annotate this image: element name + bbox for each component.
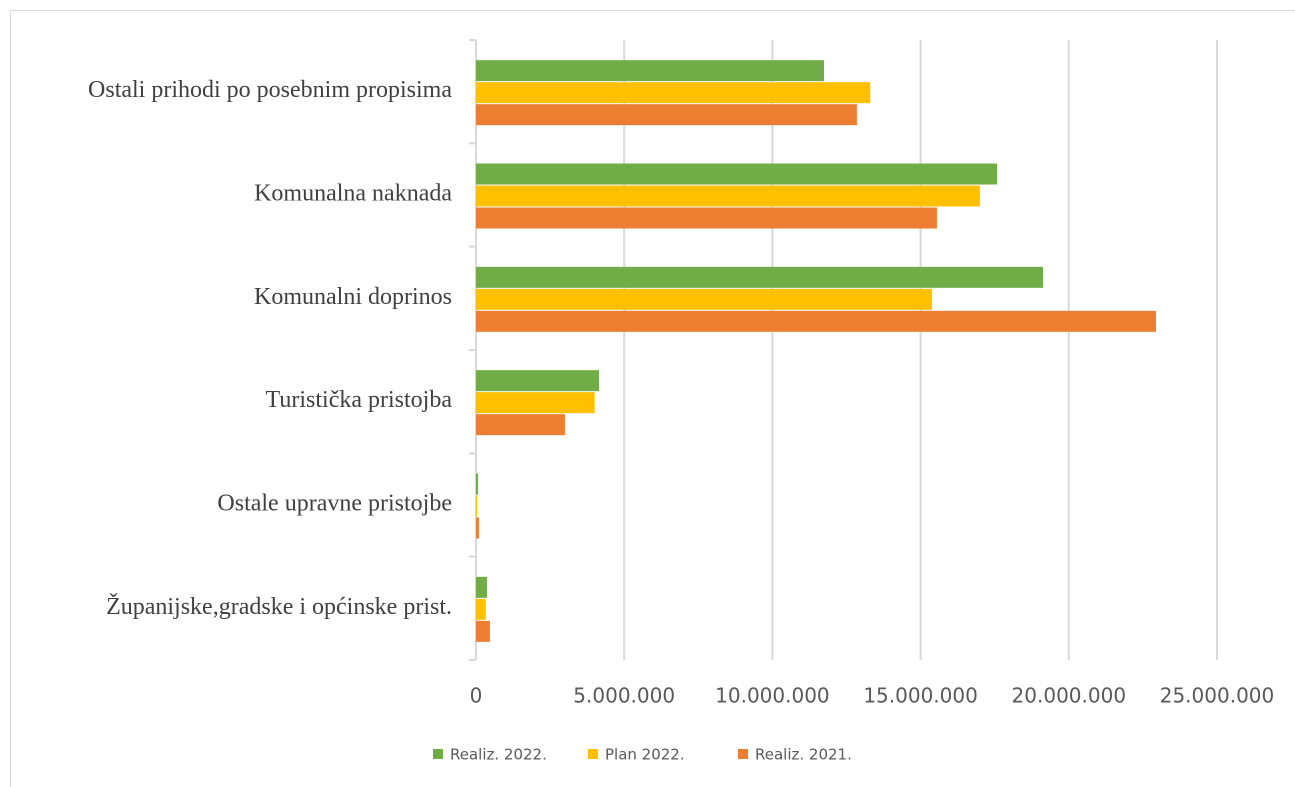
bar <box>476 392 595 414</box>
y-tick-label: Komunalna naknada <box>254 181 452 207</box>
x-tick-label: 20.000.000 <box>1012 684 1127 708</box>
bar <box>476 82 871 104</box>
y-tick-label: Ostali prihodi po posebnim propisima <box>88 77 452 103</box>
bar <box>476 266 1044 288</box>
bar <box>476 310 1156 332</box>
x-tick-label: 15.000.000 <box>863 684 978 708</box>
bar <box>476 185 980 207</box>
bar <box>476 517 479 539</box>
x-tick-label: 5.000.000 <box>573 684 675 708</box>
bar <box>476 370 600 392</box>
bar <box>476 288 932 310</box>
bar <box>476 598 486 620</box>
bar <box>476 620 490 642</box>
x-tick-label: 0 <box>470 684 483 708</box>
bar <box>476 207 937 229</box>
bar <box>476 473 479 495</box>
bar <box>476 414 565 436</box>
chart-frame <box>10 10 1295 787</box>
y-tick-label: Županijske,gradske i općinske prist. <box>106 594 452 620</box>
bar <box>476 104 857 126</box>
bar <box>476 163 998 185</box>
y-tick-label: Komunalni doprinos <box>254 284 452 310</box>
bar <box>476 576 487 598</box>
legend-label: Plan 2022. <box>605 746 685 764</box>
legend-swatch <box>738 749 748 759</box>
y-tick-label: Turistička pristojba <box>266 387 453 413</box>
legend-label: Realiz. 2021. <box>755 746 852 764</box>
bar <box>476 495 478 517</box>
x-tick-label: 10.000.000 <box>715 684 830 708</box>
legend-swatch <box>588 749 598 759</box>
legend-swatch <box>433 749 443 759</box>
bar <box>476 60 824 82</box>
legend-label: Realiz. 2022. <box>450 746 547 764</box>
y-tick-label: Ostale upravne pristojbe <box>217 491 452 517</box>
x-tick-label: 25.000.000 <box>1160 684 1275 708</box>
